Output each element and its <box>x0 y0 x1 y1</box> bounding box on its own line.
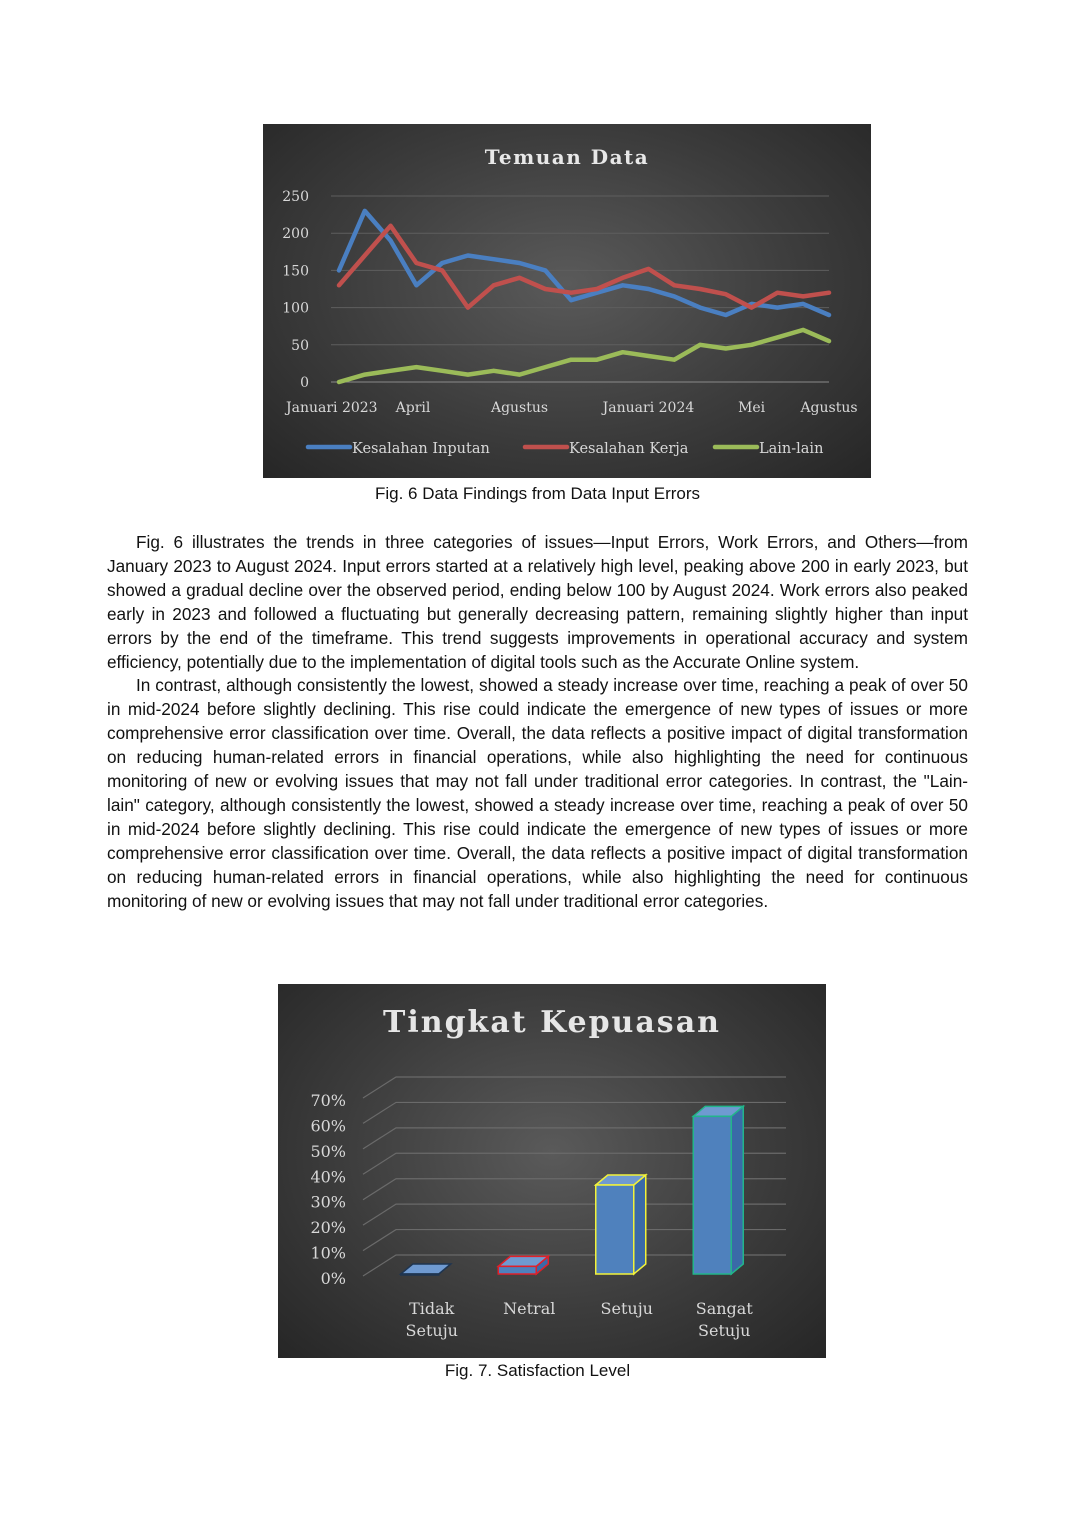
gridline <box>362 1127 786 1150</box>
series-line <box>336 223 832 310</box>
gridline <box>362 1228 786 1252</box>
x-tick-label: Setuju <box>601 1299 653 1318</box>
x-tick-label: Januari 2023 <box>284 400 378 416</box>
figure-7-chart: Tingkat Kepuasan 0% 10% 20% 30% 40% 50% 60% 70% T… <box>278 984 826 1358</box>
gridline <box>362 1178 786 1201</box>
y-tick-label: 60% <box>310 1116 346 1135</box>
y-tick-label: 100 <box>282 301 309 317</box>
y-tick-label: 50% <box>310 1142 346 1161</box>
line-chart: Temuan Data 0 50 100 150 200 250 Januari 2023 Ap… <box>282 145 857 457</box>
x-tick-label: Sangat <box>696 1299 754 1318</box>
legend-label: Kesalahan Inputan <box>352 441 490 457</box>
y-tick-label: 40% <box>310 1167 346 1186</box>
bar <box>595 1184 635 1275</box>
figure-6-chart: Temuan Data 0 50 100 150 200 250 Januari 2023 Ap… <box>263 124 871 478</box>
x-tick-label: Agustus <box>490 400 548 416</box>
figure-6-caption: Fig. 6 Data Findings from Data Input Err… <box>374 484 701 503</box>
gridline <box>362 1203 786 1226</box>
x-tick-label: Mei <box>738 400 766 416</box>
paragraph: In contrast, although consistently the l… <box>107 675 968 911</box>
y-tick-label: 30% <box>310 1193 346 1212</box>
legend-label: Lain-lain <box>759 441 823 457</box>
figure-7-caption: Fig. 7. Satisfaction Level <box>444 1361 631 1380</box>
series-line <box>336 327 832 385</box>
y-tick-label: 10% <box>310 1244 346 1263</box>
gridline <box>362 1101 786 1124</box>
y-tick-label: 0 <box>300 375 309 391</box>
legend-label: Kesalahan Kerja <box>569 441 689 457</box>
y-tick-label: 20% <box>310 1218 346 1237</box>
x-tick-label: Netral <box>503 1299 555 1318</box>
y-tick-label: 50 <box>291 338 309 354</box>
bar-side <box>633 1173 647 1276</box>
gridline <box>362 1152 786 1175</box>
body-text: Fig. 6 illustrates the trends in three c… <box>107 531 968 914</box>
x-tick-label: April <box>395 400 431 416</box>
x-tick-label: Agustus <box>799 400 857 416</box>
bar-top <box>398 1263 453 1275</box>
gridline <box>362 1076 786 1099</box>
x-tick-label: Setuju <box>406 1321 458 1340</box>
bar <box>497 1265 537 1275</box>
y-tick-label: 150 <box>282 263 309 279</box>
y-tick-label: 200 <box>282 226 309 242</box>
bar-side <box>730 1104 744 1276</box>
y-tick-label: 0% <box>321 1269 346 1288</box>
gridline <box>362 1254 786 1277</box>
chart-title: Tingkat Kepuasan <box>383 1005 721 1040</box>
x-tick-label: Tidak <box>409 1299 455 1318</box>
series-line <box>336 208 832 318</box>
bar-chart-3d: Tingkat Kepuasan 0% 10% 20% 30% 40% 50% 60% 70% T… <box>310 1005 786 1340</box>
bar <box>692 1115 732 1275</box>
x-tick-label: Januari 2024 <box>601 400 695 416</box>
chart-title: Temuan Data <box>485 145 649 169</box>
bar <box>400 1273 440 1276</box>
x-tick-label: Setuju <box>698 1321 750 1340</box>
y-tick-label: 70% <box>310 1091 346 1110</box>
paragraph: Fig. 6 illustrates the trends in three c… <box>107 532 968 672</box>
y-tick-label: 250 <box>282 189 309 205</box>
